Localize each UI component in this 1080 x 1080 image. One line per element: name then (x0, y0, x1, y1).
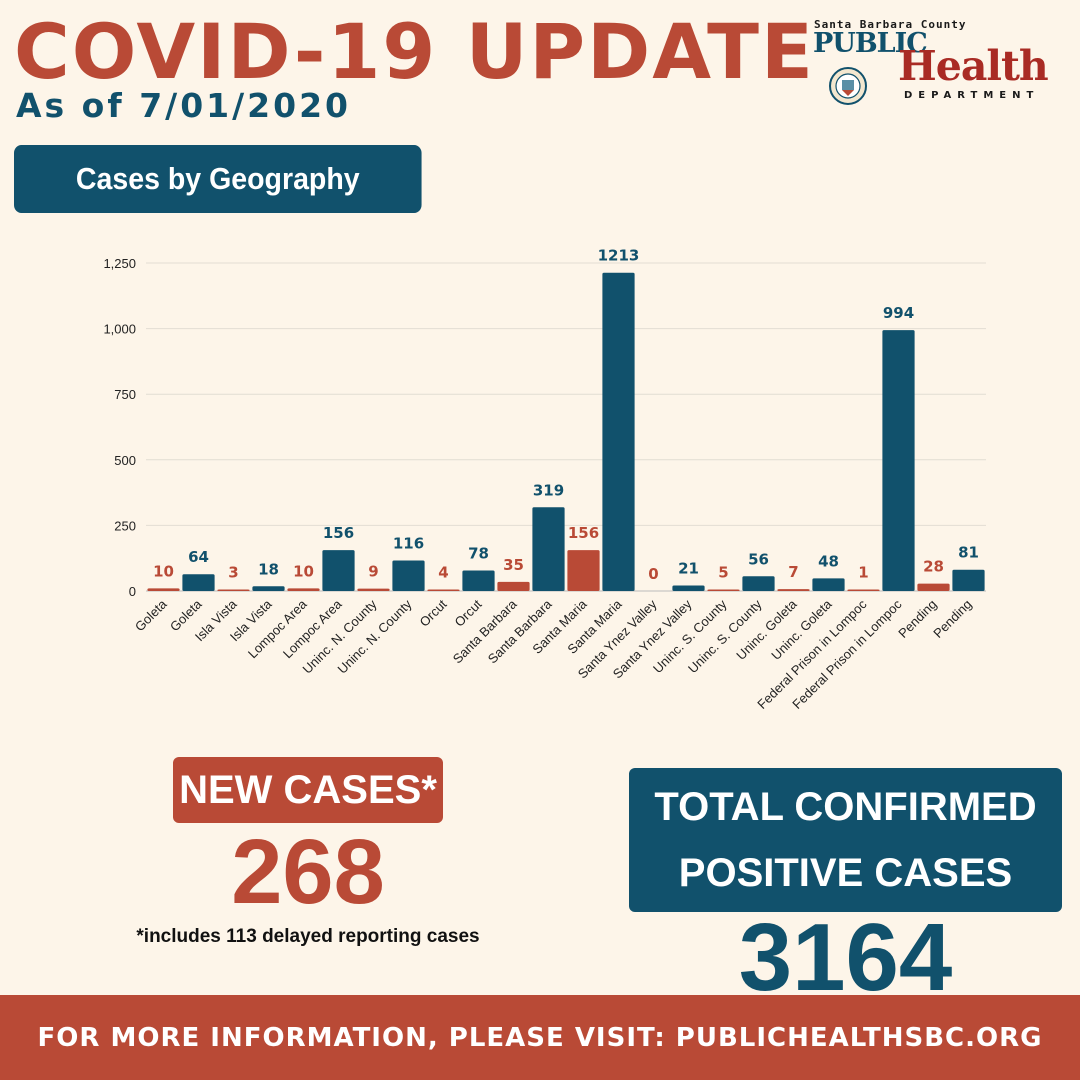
y-tick-label: 750 (114, 387, 136, 402)
data-label: 7 (788, 563, 798, 581)
section-label: Cases by Geography (14, 145, 422, 213)
total-label-line-2: POSITIVE CASES (678, 851, 1013, 895)
data-label: 10 (293, 562, 314, 580)
data-label: 64 (188, 548, 209, 566)
bar (532, 507, 565, 591)
x-tick-label: Goleta (132, 596, 170, 634)
bar (672, 585, 705, 591)
total-cases-label: TOTAL CONFIRMED POSITIVE CASES (629, 768, 1062, 912)
y-tick-label: 1,000 (103, 322, 136, 337)
data-label: 0 (648, 565, 658, 583)
bar (322, 550, 355, 591)
bar (182, 574, 215, 591)
data-label: 319 (533, 481, 564, 499)
bar (252, 586, 285, 591)
bar (952, 569, 985, 591)
y-tick-label: 0 (129, 584, 136, 599)
data-label: 18 (258, 560, 279, 578)
county-seal-icon (829, 67, 867, 105)
data-label: 156 (568, 524, 599, 542)
new-cases-badge: NEW CASES* (173, 757, 443, 823)
logo-department-text: DEPARTMENT (904, 90, 1040, 101)
bar (812, 578, 845, 591)
bar (147, 588, 180, 591)
data-label: 56 (748, 550, 769, 568)
bar (777, 589, 810, 591)
bar-chart-svg: 02505007501,0001,25010Goleta64Goleta3Isl… (103, 247, 986, 712)
bar (707, 589, 740, 591)
logo-county-text: Santa Barbara County (814, 18, 967, 31)
data-label: 28 (923, 558, 944, 576)
bar (427, 589, 460, 591)
bar (217, 589, 250, 591)
bar (357, 588, 390, 591)
data-label: 48 (818, 552, 839, 570)
data-label: 156 (323, 524, 354, 542)
total-cases-value: 3164 (738, 904, 953, 1011)
data-label: 21 (678, 559, 699, 577)
new-cases-value: 268 (231, 821, 385, 923)
data-label: 3 (228, 564, 238, 582)
y-tick-label: 500 (114, 453, 136, 468)
y-tick-label: 250 (114, 518, 136, 533)
data-label: 116 (393, 535, 424, 553)
x-tick-label: Pending (930, 597, 974, 641)
as-of-date: As of 7/01/2020 (16, 86, 352, 125)
data-label: 994 (883, 304, 914, 322)
bar (567, 550, 600, 591)
data-label: 4 (438, 564, 448, 582)
new-cases-footnote: *includes 113 delayed reporting cases (136, 926, 480, 947)
data-label: 35 (503, 556, 524, 574)
bar (287, 588, 320, 591)
data-label: 10 (153, 562, 174, 580)
bar (602, 272, 635, 591)
data-label: 81 (958, 544, 979, 562)
logo-health-text: Health (898, 42, 1049, 90)
data-label: 1 (858, 564, 868, 582)
logo-public-text: PUBLIC (813, 28, 928, 59)
x-tick-label: Orcut (417, 596, 450, 629)
bar (462, 570, 495, 591)
data-label: 9 (368, 563, 378, 581)
data-label: 1213 (598, 247, 640, 265)
bar (497, 581, 530, 591)
cases-by-geography-chart: 0 250 500 750 1,000 1,250 10 Goleta 64 Goleta 3 Isl… (0, 220, 1080, 760)
data-label: 5 (718, 564, 728, 582)
bar (392, 560, 425, 591)
bar (847, 589, 880, 591)
bar (742, 576, 775, 591)
bar (882, 330, 915, 591)
data-label: 78 (468, 545, 489, 563)
y-tick-label: 1,250 (103, 256, 136, 271)
bar (917, 583, 950, 591)
page-title: COVID-19 UPDATE (14, 7, 815, 96)
public-health-logo: Santa Barbara County PUBLIC Health DEPAR… (810, 14, 1072, 114)
total-label-line-1: TOTAL CONFIRMED (654, 785, 1037, 829)
footer-banner: FOR MORE INFORMATION, PLEASE VISIT: PUBL… (0, 995, 1080, 1080)
